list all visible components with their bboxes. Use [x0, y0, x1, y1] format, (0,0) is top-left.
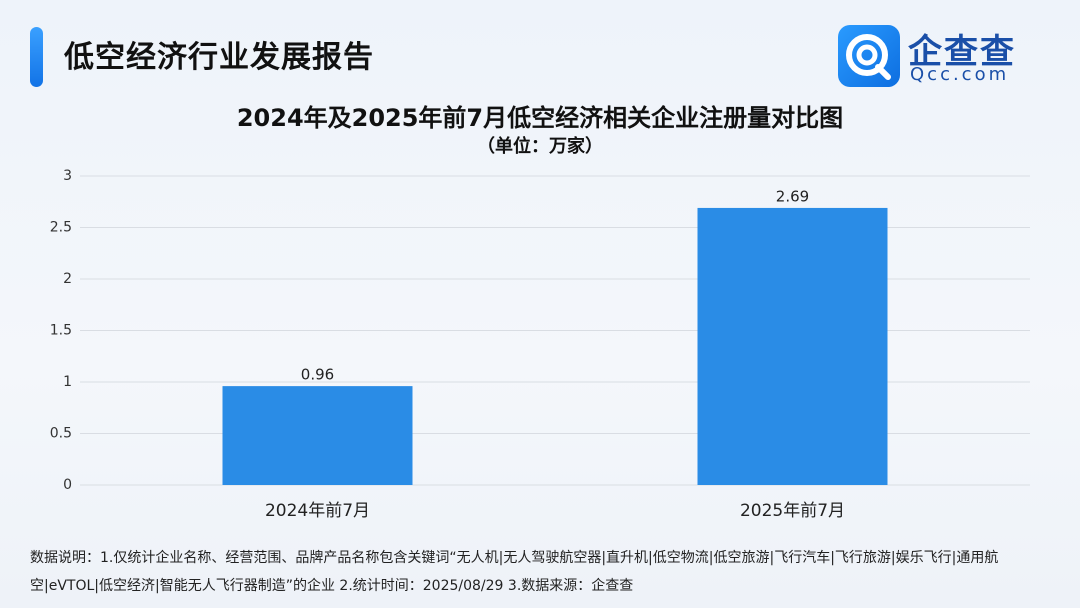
chart-title: 2024年及2025年前7月低空经济相关企业注册量对比图	[237, 104, 843, 132]
accent-bar	[30, 27, 43, 87]
bar	[222, 386, 413, 485]
y-tick-label: 0.5	[50, 426, 72, 442]
y-tick-label: 0	[63, 477, 72, 493]
bar	[697, 207, 888, 485]
value-label: 2.69	[776, 187, 809, 205]
logo-icon	[838, 25, 900, 87]
logo-glyph	[846, 34, 891, 80]
footnote: 数据说明：1.仅统计企业名称、经营范围、品牌产品名称包含关键词“无人机|无人驾驶…	[30, 550, 999, 594]
y-tick-label: 3	[63, 168, 72, 184]
x-tick-label: 2025年前7月	[740, 501, 845, 521]
chart-subtitle: （单位：万家）	[477, 135, 603, 157]
x-tick-label: 2024年前7月	[265, 501, 370, 521]
value-label: 0.96	[301, 366, 334, 384]
y-tick-label: 2.5	[50, 220, 72, 236]
y-tick-label: 1.5	[50, 323, 72, 339]
y-tick-label: 1	[63, 374, 72, 390]
logo-text: 企查查	[908, 32, 1016, 72]
y-tick-label: 2	[63, 271, 72, 287]
logo-domain: Qcc.com	[910, 64, 1010, 85]
header-title: 低空经济行业发展报告	[64, 40, 374, 75]
